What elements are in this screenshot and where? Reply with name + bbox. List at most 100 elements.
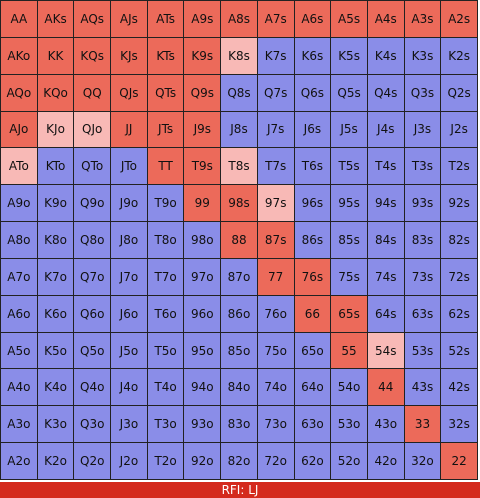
hand-cell[interactable]: KTo bbox=[37, 148, 75, 186]
hand-cell[interactable]: 53o bbox=[331, 406, 368, 444]
hand-cell[interactable]: 92o bbox=[184, 443, 222, 480]
hand-cell[interactable]: KQo bbox=[37, 74, 75, 112]
hand-cell[interactable]: 62o bbox=[294, 443, 332, 480]
hand-cell[interactable]: Q9s bbox=[184, 74, 222, 112]
hand-cell[interactable]: A5s bbox=[331, 1, 368, 38]
hand-cell[interactable]: Q8o bbox=[74, 222, 112, 259]
hand-cell[interactable]: 54o bbox=[331, 369, 368, 407]
hand-cell[interactable]: AQs bbox=[74, 1, 112, 38]
hand-cell[interactable]: A2s bbox=[441, 1, 478, 38]
hand-cell[interactable]: 52o bbox=[331, 443, 368, 480]
hand-cell[interactable]: K6s bbox=[294, 37, 332, 75]
hand-cell[interactable]: 55 bbox=[331, 332, 368, 370]
hand-cell[interactable]: T2o bbox=[147, 443, 185, 480]
hand-cell[interactable]: T6o bbox=[147, 295, 185, 333]
hand-cell[interactable]: 82s bbox=[441, 222, 478, 259]
hand-cell[interactable]: QTo bbox=[74, 148, 112, 186]
hand-cell[interactable]: AA bbox=[1, 1, 38, 38]
hand-cell[interactable]: 76s bbox=[294, 258, 332, 296]
hand-cell[interactable]: J8o bbox=[111, 222, 148, 259]
hand-cell[interactable]: A6o bbox=[1, 295, 38, 333]
hand-cell[interactable]: T9o bbox=[147, 185, 185, 223]
hand-cell[interactable]: 94s bbox=[367, 185, 405, 223]
hand-cell[interactable]: J4o bbox=[111, 369, 148, 407]
hand-cell[interactable]: 99 bbox=[184, 185, 222, 223]
hand-cell[interactable]: 82o bbox=[221, 443, 258, 480]
hand-cell[interactable]: 75s bbox=[331, 258, 368, 296]
hand-cell[interactable]: 66 bbox=[294, 295, 332, 333]
hand-cell[interactable]: T9s bbox=[184, 148, 222, 186]
hand-cell[interactable]: K3s bbox=[404, 37, 442, 75]
hand-cell[interactable]: K8o bbox=[37, 222, 75, 259]
hand-cell[interactable]: 75o bbox=[257, 332, 295, 370]
hand-cell[interactable]: A9s bbox=[184, 1, 222, 38]
hand-cell[interactable]: 83s bbox=[404, 222, 442, 259]
hand-cell[interactable]: 22 bbox=[441, 443, 478, 480]
hand-cell[interactable]: Q7o bbox=[74, 258, 112, 296]
hand-cell[interactable]: Q4s bbox=[367, 74, 405, 112]
hand-cell[interactable]: 92s bbox=[441, 185, 478, 223]
hand-cell[interactable]: T3o bbox=[147, 406, 185, 444]
hand-cell[interactable]: 43o bbox=[367, 406, 405, 444]
hand-cell[interactable]: K2s bbox=[441, 37, 478, 75]
hand-cell[interactable]: J7s bbox=[257, 111, 295, 149]
hand-cell[interactable]: QTs bbox=[147, 74, 185, 112]
hand-cell[interactable]: J7o bbox=[111, 258, 148, 296]
hand-cell[interactable]: 62s bbox=[441, 295, 478, 333]
hand-cell[interactable]: K5o bbox=[37, 332, 75, 370]
hand-cell[interactable]: QQ bbox=[74, 74, 112, 112]
hand-cell[interactable]: T2s bbox=[441, 148, 478, 186]
hand-cell[interactable]: J5s bbox=[331, 111, 368, 149]
hand-cell[interactable]: J9s bbox=[184, 111, 222, 149]
hand-cell[interactable]: 84o bbox=[221, 369, 258, 407]
hand-cell[interactable]: 97s bbox=[257, 185, 295, 223]
hand-cell[interactable]: 88 bbox=[221, 222, 258, 259]
hand-cell[interactable]: 64s bbox=[367, 295, 405, 333]
hand-cell[interactable]: 87s bbox=[257, 222, 295, 259]
hand-cell[interactable]: 76o bbox=[257, 295, 295, 333]
hand-cell[interactable]: J6s bbox=[294, 111, 332, 149]
hand-cell[interactable]: J5o bbox=[111, 332, 148, 370]
hand-cell[interactable]: T5o bbox=[147, 332, 185, 370]
hand-cell[interactable]: 93s bbox=[404, 185, 442, 223]
hand-cell[interactable]: 86s bbox=[294, 222, 332, 259]
hand-cell[interactable]: K9s bbox=[184, 37, 222, 75]
hand-cell[interactable]: 63s bbox=[404, 295, 442, 333]
hand-cell[interactable]: A5o bbox=[1, 332, 38, 370]
hand-cell[interactable]: 85o bbox=[221, 332, 258, 370]
hand-cell[interactable]: Q6s bbox=[294, 74, 332, 112]
hand-cell[interactable]: 93o bbox=[184, 406, 222, 444]
hand-cell[interactable]: T3s bbox=[404, 148, 442, 186]
hand-cell[interactable]: T5s bbox=[331, 148, 368, 186]
hand-cell[interactable]: AJs bbox=[111, 1, 148, 38]
hand-cell[interactable]: 85s bbox=[331, 222, 368, 259]
hand-cell[interactable]: 63o bbox=[294, 406, 332, 444]
hand-cell[interactable]: A3o bbox=[1, 406, 38, 444]
hand-cell[interactable]: J9o bbox=[111, 185, 148, 223]
hand-cell[interactable]: 96s bbox=[294, 185, 332, 223]
hand-cell[interactable]: J3o bbox=[111, 406, 148, 444]
hand-cell[interactable]: 65o bbox=[294, 332, 332, 370]
hand-cell[interactable]: K3o bbox=[37, 406, 75, 444]
hand-cell[interactable]: A3s bbox=[404, 1, 442, 38]
hand-cell[interactable]: KQs bbox=[74, 37, 112, 75]
hand-cell[interactable]: J6o bbox=[111, 295, 148, 333]
hand-cell[interactable]: AKs bbox=[37, 1, 75, 38]
hand-cell[interactable]: K6o bbox=[37, 295, 75, 333]
hand-cell[interactable]: K2o bbox=[37, 443, 75, 480]
hand-cell[interactable]: 77 bbox=[257, 258, 295, 296]
hand-cell[interactable]: 65s bbox=[331, 295, 368, 333]
hand-cell[interactable]: Q6o bbox=[74, 295, 112, 333]
hand-cell[interactable]: 74s bbox=[367, 258, 405, 296]
hand-cell[interactable]: K4o bbox=[37, 369, 75, 407]
hand-cell[interactable]: K8s bbox=[221, 37, 258, 75]
hand-cell[interactable]: 86o bbox=[221, 295, 258, 333]
hand-cell[interactable]: J8s bbox=[221, 111, 258, 149]
hand-cell[interactable]: 73s bbox=[404, 258, 442, 296]
hand-cell[interactable]: 98o bbox=[184, 222, 222, 259]
hand-cell[interactable]: A9o bbox=[1, 185, 38, 223]
hand-cell[interactable]: 42s bbox=[441, 369, 478, 407]
hand-cell[interactable]: A7o bbox=[1, 258, 38, 296]
hand-cell[interactable]: ATo bbox=[1, 148, 38, 186]
hand-cell[interactable]: K5s bbox=[331, 37, 368, 75]
